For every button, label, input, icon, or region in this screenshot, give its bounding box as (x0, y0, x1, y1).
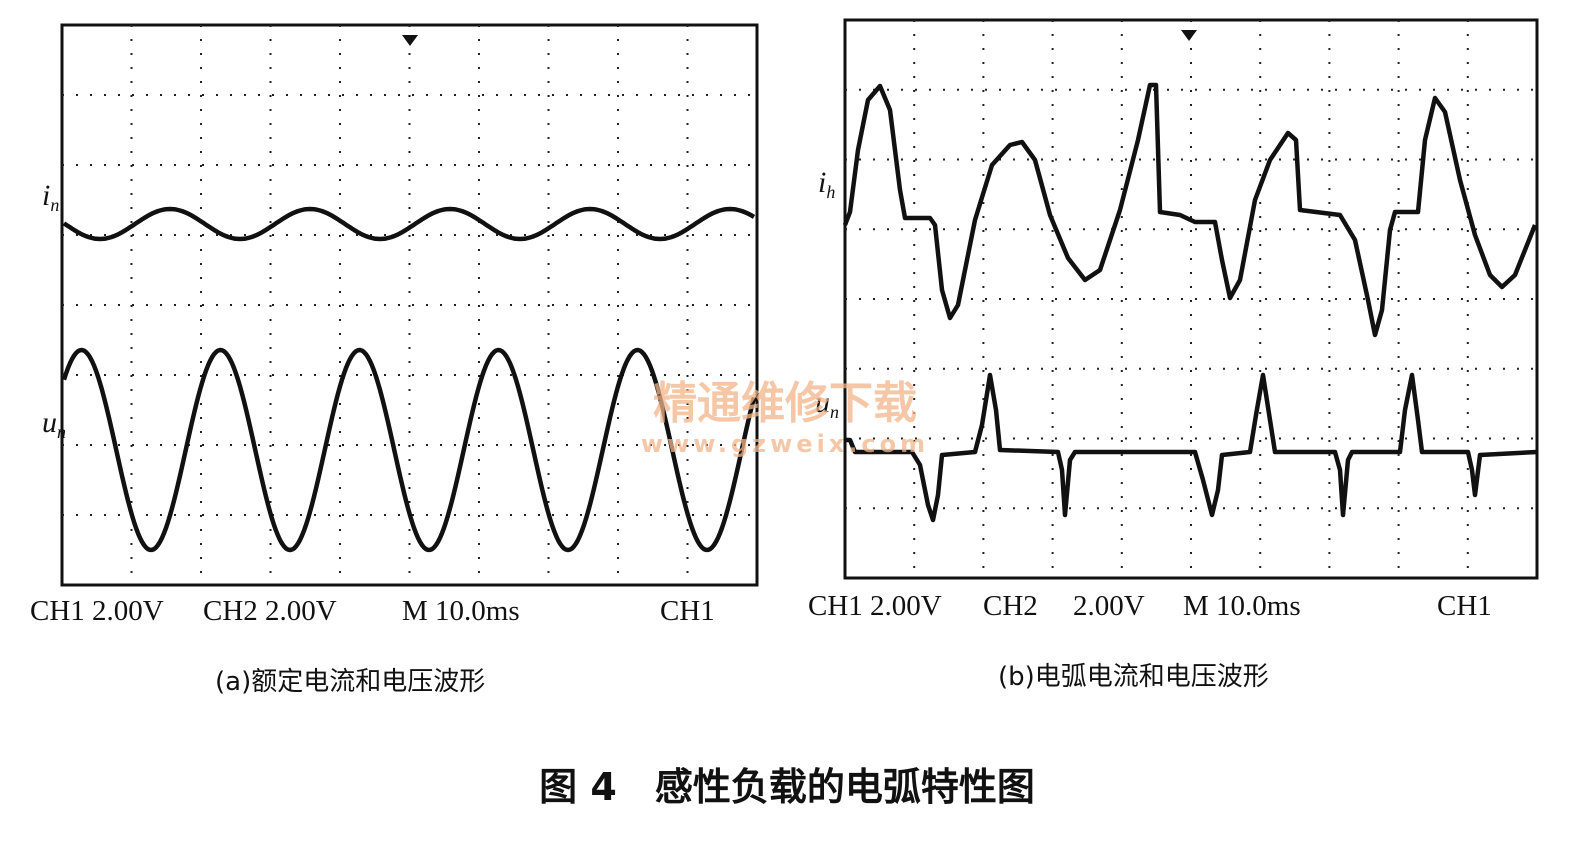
status-text: CH2 (983, 590, 1038, 622)
label-main: i (818, 166, 826, 199)
voltage-label: un (815, 386, 839, 422)
label-sub: h (826, 182, 835, 202)
panel-b: ih un CH1 2.00V CH2 2.00V M 10.0ms CH1 (… (808, 18, 1539, 692)
label-main: u (815, 386, 830, 419)
watermark-url: www.gzweix.com (641, 430, 929, 458)
trigger-marker (402, 35, 418, 46)
voltage-label: un (42, 406, 66, 442)
status-text: CH2 2.00V (203, 595, 337, 627)
voltage-trace (845, 372, 1538, 523)
label-main: i (42, 179, 50, 212)
current-trace (62, 206, 756, 242)
status-text: M 10.0ms (402, 595, 520, 627)
voltage-trace (61, 347, 757, 553)
panel-caption: (b)电弧电流和电压波形 (998, 662, 1269, 692)
status-text: CH1 2.00V (808, 590, 942, 622)
trigger-marker (1181, 30, 1197, 41)
label-sub: n (830, 402, 839, 422)
status-text: M 10.0ms (1183, 590, 1301, 622)
watermark: 精通维修下载 (653, 378, 917, 429)
status-text: CH1 (1437, 590, 1492, 622)
status-text: CH1 (660, 595, 715, 627)
current-label: in (42, 179, 59, 215)
grid (62, 25, 757, 585)
panel-caption: (a)额定电流和电压波形 (215, 667, 485, 697)
label-sub: n (57, 422, 66, 442)
label-sub: n (50, 195, 59, 215)
current-label: ih (818, 166, 835, 202)
figure-caption: 图 4 感性负载的电弧特性图 (539, 765, 1035, 809)
status-text: CH1 2.00V (30, 595, 164, 627)
panel-a: in un CH1 2.00V CH2 2.00V M 10.0ms CH1 (… (30, 23, 759, 697)
current-trace (842, 82, 1538, 338)
label-main: u (42, 406, 57, 439)
status-text: 2.00V (1073, 590, 1145, 622)
